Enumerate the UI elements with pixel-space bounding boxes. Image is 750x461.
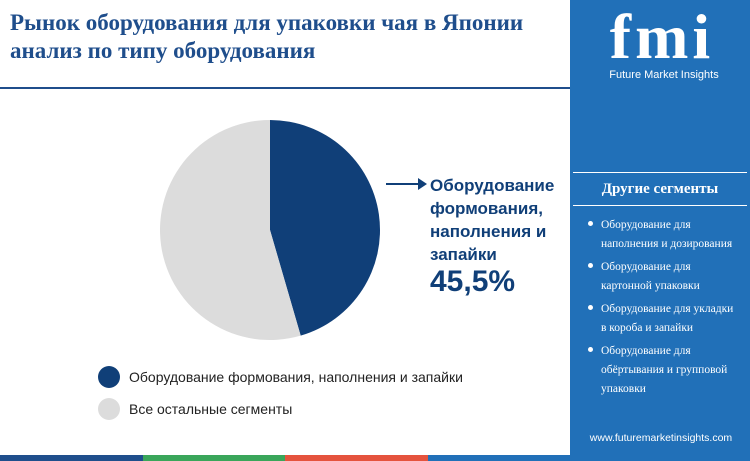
bottom-bar-segment <box>142 455 285 461</box>
legend-swatch-other <box>98 398 120 420</box>
callout-value: 45,5% <box>430 265 516 298</box>
sidebar-divider-top <box>573 172 747 173</box>
list-item: Оборудование для картонной упаковки <box>588 257 738 295</box>
bottom-color-bar <box>0 455 570 461</box>
other-segments-list: Оборудование для наполнения и дозировани… <box>588 215 738 402</box>
legend-swatch-primary <box>98 366 120 388</box>
segment-label: Оборудование для укладки в короба и запа… <box>601 303 734 334</box>
list-item: Оборудование для наполнения и дозировани… <box>588 215 738 253</box>
title-underline <box>0 87 570 89</box>
callout-arrow-line <box>386 183 420 185</box>
chart-title: Рынок оборудования для упаковки чая в Яп… <box>10 10 524 63</box>
bullet-icon <box>588 263 593 268</box>
sidebar-heading: Другие сегменты <box>601 181 719 197</box>
fmi-logo: fmi <box>597 1 727 72</box>
list-item: Оборудование для обёртывания и групповой… <box>588 341 738 398</box>
segment-label: Оборудование для картонной упаковки <box>601 261 700 292</box>
bottom-bar-segment <box>285 455 428 461</box>
legend-item-primary: Оборудование формования, наполнения и за… <box>98 366 463 388</box>
logo-text: fmi <box>609 1 715 72</box>
sidebar <box>570 0 750 461</box>
pie-chart <box>159 120 380 340</box>
callout-label: Оборудование формования, наполнения и за… <box>430 176 555 264</box>
legend-item-other: Все остальные сегменты <box>98 398 463 420</box>
sidebar-divider-bottom <box>573 205 747 206</box>
pie-slice-primary <box>270 120 380 336</box>
legend-label-primary: Оборудование формования, наполнения и за… <box>129 369 463 385</box>
bottom-bar-segment <box>0 455 143 461</box>
bottom-bar-segment <box>427 455 570 461</box>
website-url[interactable]: www.futuremarketinsights.com <box>589 432 733 444</box>
segment-label: Оборудование для наполнения и дозировани… <box>601 219 733 250</box>
legend-label-other: Все остальные сегменты <box>129 401 293 417</box>
pie-slice-other <box>159 120 301 340</box>
bullet-icon <box>588 347 593 352</box>
bullet-icon <box>588 305 593 310</box>
logo-subtitle: Future Market Insights <box>609 69 719 81</box>
segment-label: Оборудование для обёртывания и групповой… <box>601 345 728 395</box>
legend: Оборудование формования, наполнения и за… <box>98 366 463 430</box>
list-item: Оборудование для укладки в короба и запа… <box>588 299 738 337</box>
bullet-icon <box>588 221 593 226</box>
callout-arrow-icon <box>418 178 427 190</box>
